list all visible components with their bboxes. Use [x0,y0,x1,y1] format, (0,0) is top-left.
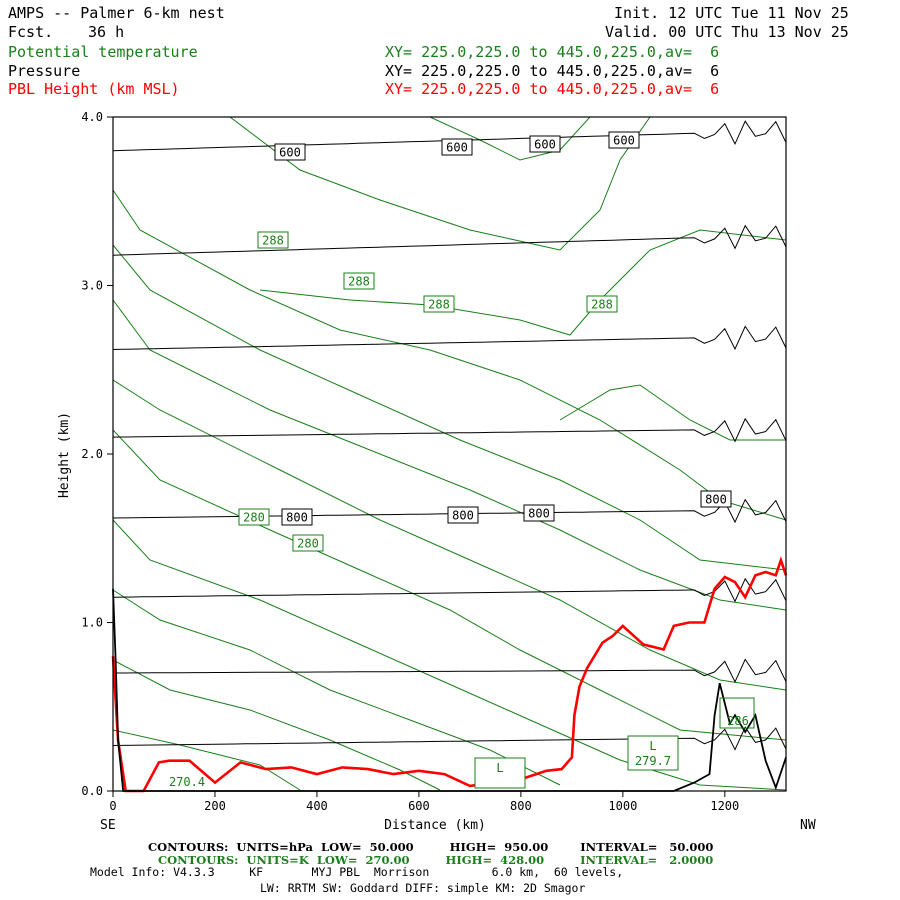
x-tick-label: 600 [408,799,430,813]
field-xy-pressure: XY= 225.0,225.0 to 445.0,225.0,av= 6 [385,62,720,80]
theta-label-280-box [238,508,270,526]
pressure-label-600-box [529,135,561,153]
field-name-theta: Potential temperature [8,43,198,61]
theta-label-288: 288 [428,298,450,312]
theta-contour-line [112,519,787,791]
physics-info: LW: RRTM SW: Goddard DIFF: simple KM: 2D… [260,881,586,895]
theta-contour-line [112,429,787,741]
annotation-286: 286 [727,714,749,728]
pressure-label-600: 600 [279,146,301,160]
theta-contour-line [112,244,787,571]
axes: 0 200 400 600 800 1000 1200 0.0 1.0 2.0 3.0 4.0 [81,110,739,813]
pressure-contours [112,120,787,751]
model-info: Model Info: V4.3.3 KF MYJ PBL Morrison 6… [90,865,624,879]
theta-contour-line [112,299,787,611]
theta-contour-line [112,379,787,691]
theta-label-280: 280 [297,537,319,551]
y-axis-label: Height (km) [57,412,72,498]
annotation-270-4: 270.4 [169,775,205,789]
pressure-label-800: 800 [286,511,308,525]
theta-label-280-box [292,534,324,552]
init-time: Init. 12 UTC Tue 11 Nov 25 [614,4,849,22]
theta-label-288: 288 [348,275,370,289]
contour-labels: 600 600 600 600 800 800 800 800 288 288 288 288 280 2… [169,131,755,789]
extremum-low-symbol: L [649,739,656,753]
theta-label-288: 288 [262,234,284,248]
pressure-label-600: 600 [613,134,635,148]
plot-frame [112,116,787,792]
pressure-label-600-box [274,143,306,161]
x-tick-label: 0 [109,799,116,813]
extremum-low-box [627,735,679,771]
plot-title: AMPS -- Palmer 6-km nest [8,4,225,22]
pressure-label-800: 800 [705,493,727,507]
theta-contour-line [229,116,651,251]
theta-contour-info: CONTOURS: UNITS=K LOW= 270.00 HIGH= 428.… [158,853,714,867]
pressure-label-600-box [441,138,473,156]
pressure-isobar [112,325,787,351]
theta-label-288: 288 [591,298,613,312]
field-name-pbl: PBL Height (km MSL) [8,80,180,98]
annotation-286-box [719,697,755,729]
theta-contour-line [559,384,786,441]
field-name-pressure: Pressure [8,62,81,80]
pressure-label-600: 600 [534,138,556,152]
theta-contour-line [429,116,591,161]
forecast-label: Fcst. [8,23,54,41]
series-layer [111,556,788,793]
extremum-low-value: 279.7 [635,754,671,768]
x-tick-label: 1200 [710,799,739,813]
field-xy-theta: XY= 225.0,225.0 to 445.0,225.0,av= 6 [385,43,720,61]
x-tick-label: 200 [204,799,226,813]
y-tick-label: 3.0 [81,279,103,293]
theta-label-288-box [257,231,289,249]
extremum-low-symbol: L [496,761,503,775]
theta-contour-line [259,229,787,336]
extremum-low-box [474,757,526,789]
x-end-label-right: NW [800,818,816,833]
field-xy-pbl: XY= 225.0,225.0 to 445.0,225.0,av= 6 [385,80,720,98]
x-tick-label: 1000 [608,799,637,813]
theta-label-280: 280 [243,511,265,525]
theta-contour-line [112,189,787,521]
pressure-label-800-box [700,490,732,508]
theta-contours [112,116,787,791]
x-tick-label: 800 [510,799,532,813]
pressure-label-800-box [523,504,555,522]
x-tick-label: 400 [306,799,328,813]
pressure-label-800: 800 [528,507,550,521]
pbl-height-line [111,556,788,793]
theta-label-288-box [586,295,618,313]
pressure-label-600-box [608,131,640,149]
valid-time: Valid. 00 UTC Thu 13 Nov 25 [605,23,849,41]
terrain-line [112,588,787,792]
y-tick-label: 1.0 [81,616,103,630]
pressure-label-800: 800 [452,509,474,523]
theta-contour-line [112,729,301,791]
y-tick-label: 2.0 [81,447,103,461]
pressure-label-800-box [447,506,479,524]
x-end-label-left: SE [100,818,116,833]
pressure-isobar [112,417,787,443]
pressure-label-600: 600 [446,141,468,155]
theta-contour-line [112,659,441,791]
y-tick-label: 4.0 [81,110,103,124]
pressure-contour-info: CONTOURS: UNITS=hPa LOW= 50.000 HIGH= 95… [148,840,714,854]
forecast-value: 36 h [88,23,125,41]
theta-label-288-box [423,295,455,313]
pressure-label-800-box [281,508,313,526]
theta-contour-line [112,589,561,786]
pressure-isobar [113,658,787,683]
theta-label-288-box [343,272,375,290]
x-axis-label: Distance (km) [384,818,486,833]
pressure-isobar [112,577,787,603]
pressure-isobar [112,224,787,256]
y-tick-label: 0.0 [81,784,103,798]
